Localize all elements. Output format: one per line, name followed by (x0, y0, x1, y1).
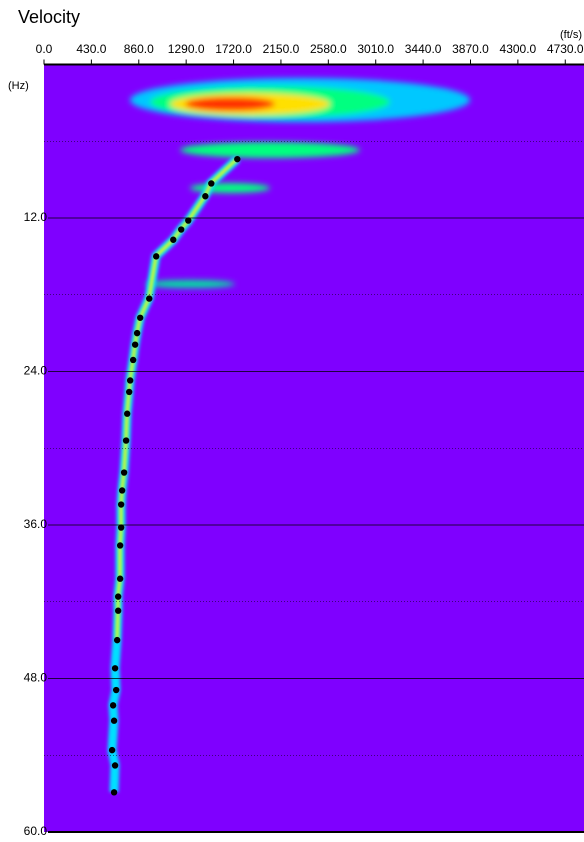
y-tick-label: 24.0 (24, 364, 48, 378)
pick-point (114, 607, 122, 614)
pick-point (110, 789, 118, 796)
chart-title: Velocity (18, 7, 80, 27)
x-tick-label: 1290.0 (168, 42, 205, 56)
x-tick-label: 860.0 (124, 42, 154, 56)
pick-point (118, 487, 126, 494)
x-tick-label: 3870.0 (452, 42, 489, 56)
x-unit: (ft/s) (560, 29, 582, 41)
pick-point (137, 314, 144, 321)
pick-point (111, 762, 119, 769)
pick-point (152, 253, 160, 260)
pick-point (111, 665, 119, 672)
x-tick-label: 3440.0 (405, 42, 442, 56)
x-tick-label: 3010.0 (357, 42, 394, 56)
pick-point (125, 388, 133, 396)
pick-point (114, 593, 122, 600)
pick-point (116, 575, 124, 582)
pick-point (170, 236, 177, 243)
pick-point (124, 410, 131, 417)
y-tick-label: 36.0 (24, 517, 48, 531)
pick-point (109, 702, 117, 709)
x-tick-label: 0.0 (36, 42, 53, 56)
pick-point (208, 180, 215, 187)
pick-point (185, 217, 192, 224)
y-unit: (Hz) (8, 80, 29, 92)
x-tick-label: 430.0 (76, 42, 106, 56)
pick-point (113, 636, 121, 644)
pick-point (122, 437, 130, 444)
x-tick-label: 1720.0 (215, 42, 252, 56)
pick-point (178, 226, 185, 233)
pick-point (131, 341, 139, 348)
energy-decoration (107, 78, 470, 793)
pick-point (234, 155, 241, 163)
pick-point (202, 193, 209, 200)
x-tick-label: 4730.0 (547, 42, 584, 56)
pick-point (146, 295, 153, 302)
pick-point (112, 686, 120, 694)
pick-point (108, 746, 116, 754)
pick-point (120, 469, 128, 476)
pick-point (117, 501, 125, 508)
pick-point (133, 329, 141, 337)
pick-point (129, 356, 137, 364)
x-tick-label: 2580.0 (310, 42, 347, 56)
pick-point (126, 377, 134, 384)
pick-point (117, 524, 125, 531)
pick-point (116, 542, 124, 549)
y-tick-label: 12.0 (24, 210, 48, 224)
x-tick-label: 2150.0 (263, 42, 300, 56)
x-tick-label: 4300.0 (500, 42, 537, 56)
pick-point (110, 717, 118, 724)
y-tick-label: 60.0 (24, 824, 48, 838)
y-tick-label: 48.0 (24, 671, 48, 685)
